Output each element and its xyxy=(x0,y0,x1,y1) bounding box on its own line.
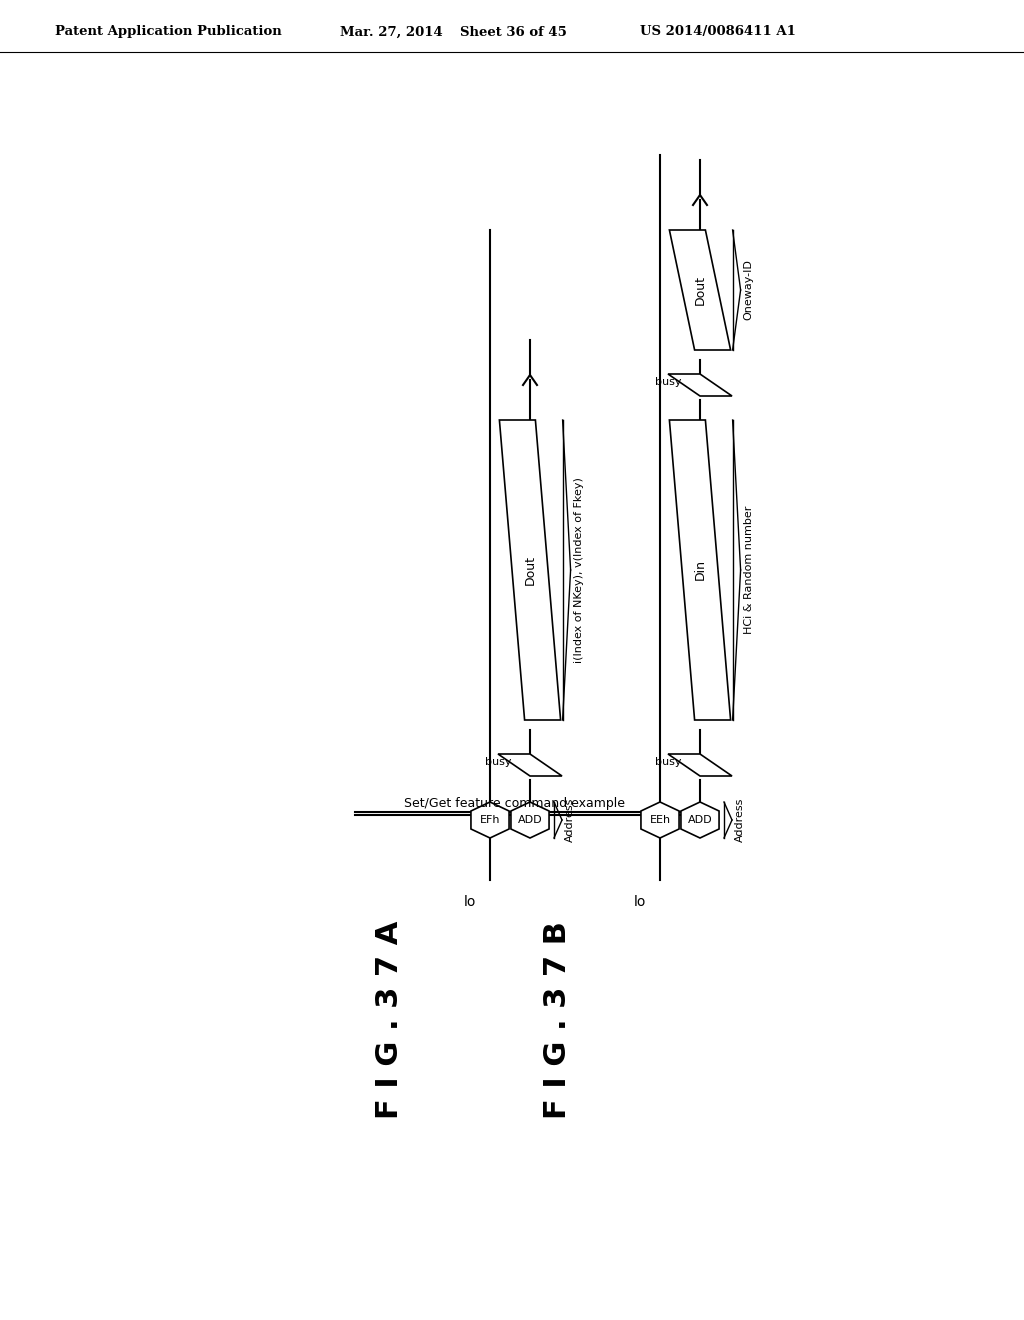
Text: ADD: ADD xyxy=(688,814,713,825)
Polygon shape xyxy=(511,803,549,838)
Text: HCi & Random number: HCi & Random number xyxy=(743,506,754,634)
Text: F I G . 3 7 B: F I G . 3 7 B xyxy=(543,921,571,1119)
Text: lo: lo xyxy=(464,895,476,909)
Text: ADD: ADD xyxy=(518,814,543,825)
Polygon shape xyxy=(471,803,509,838)
Text: EFh: EFh xyxy=(480,814,501,825)
Text: Oneway-ID: Oneway-ID xyxy=(743,260,754,321)
Text: Address: Address xyxy=(735,797,745,842)
Text: US 2014/0086411 A1: US 2014/0086411 A1 xyxy=(640,25,796,38)
Text: Patent Application Publication: Patent Application Publication xyxy=(55,25,282,38)
Polygon shape xyxy=(670,230,730,350)
Text: F I G . 3 7 A: F I G . 3 7 A xyxy=(376,921,404,1119)
Polygon shape xyxy=(641,803,679,838)
Text: busy: busy xyxy=(485,756,512,767)
Polygon shape xyxy=(668,754,732,776)
Polygon shape xyxy=(500,420,560,719)
Polygon shape xyxy=(681,803,719,838)
Polygon shape xyxy=(498,754,562,776)
Text: Set/Get feature command example: Set/Get feature command example xyxy=(404,797,626,810)
Text: EEh: EEh xyxy=(649,814,671,825)
Text: i(Index of NKey), v(Index of Fkey): i(Index of NKey), v(Index of Fkey) xyxy=(573,477,584,663)
Text: busy: busy xyxy=(655,378,682,387)
Text: Dout: Dout xyxy=(523,554,537,585)
Text: Address: Address xyxy=(565,797,575,842)
Text: Dout: Dout xyxy=(693,275,707,305)
Text: Sheet 36 of 45: Sheet 36 of 45 xyxy=(460,25,567,38)
Polygon shape xyxy=(668,374,732,396)
Text: Din: Din xyxy=(693,560,707,581)
Text: busy: busy xyxy=(655,756,682,767)
Text: Mar. 27, 2014: Mar. 27, 2014 xyxy=(340,25,442,38)
Text: lo: lo xyxy=(634,895,646,909)
Polygon shape xyxy=(670,420,730,719)
